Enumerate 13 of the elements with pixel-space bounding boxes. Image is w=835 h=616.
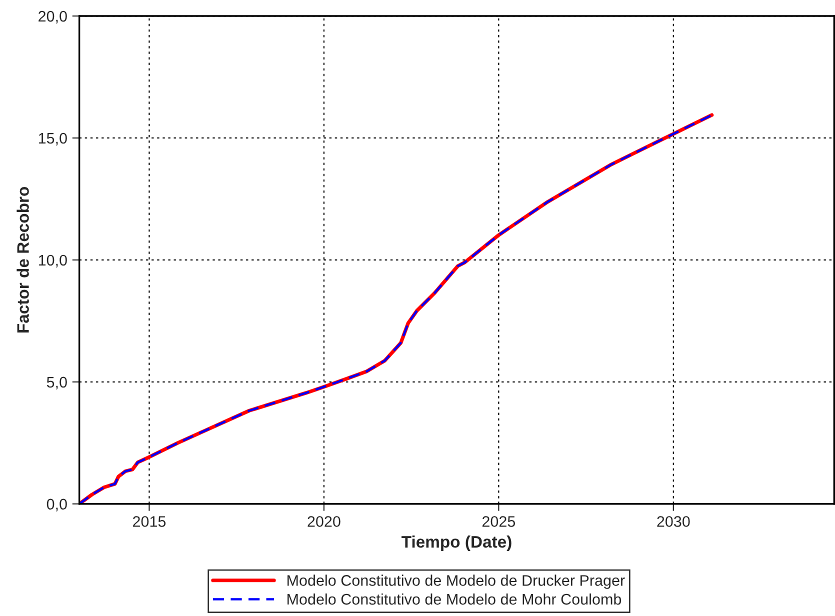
x-tick-label: 2020 [308, 516, 340, 527]
x-axis-title: Tiempo (Date) [402, 535, 512, 552]
y-axis-title: Factor de Recobro [16, 186, 29, 332]
legend-label: Modelo Constitutivo de Modelo de Mohr Coulomb [288, 593, 622, 605]
y-tick-label: 15,0 [38, 132, 67, 146]
y-tick-label: 5,0 [46, 376, 67, 390]
y-tick-label: 10,0 [38, 254, 67, 268]
x-tick-label: 2015 [132, 516, 166, 527]
legend-label: Modelo Constitutivo de Modelo de Drucker Prager [288, 574, 625, 589]
x-tick-label: 2030 [657, 516, 690, 527]
x-tick-label: 2025 [482, 516, 516, 527]
y-tick-label: 0,0 [46, 498, 67, 512]
y-tick-label: 20,0 [38, 10, 67, 24]
